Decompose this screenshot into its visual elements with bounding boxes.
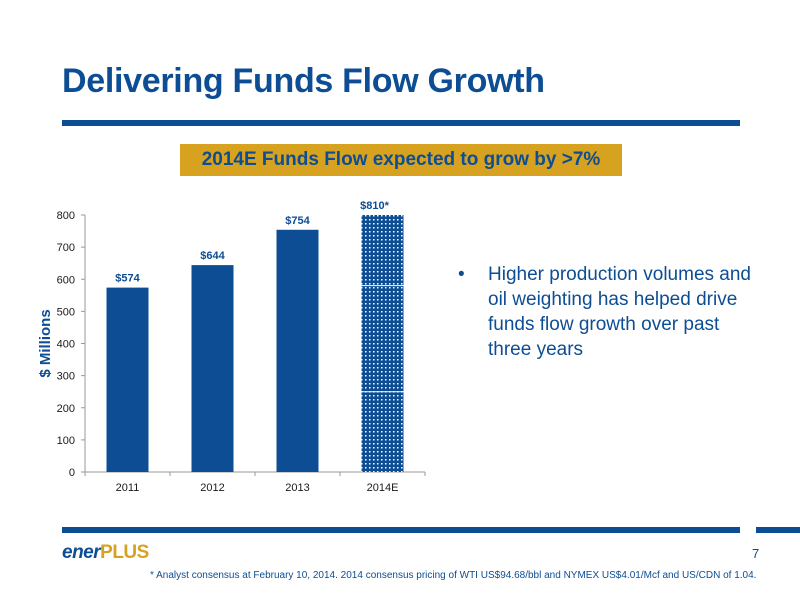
data-label: $574 <box>115 273 140 285</box>
y-tick-label: 0 <box>69 467 75 479</box>
bar-2011 <box>106 287 149 472</box>
footer-divider <box>62 527 740 533</box>
data-label: $810* <box>360 200 389 212</box>
x-tick-label: 2013 <box>285 482 309 494</box>
title-divider <box>62 120 740 126</box>
y-tick-label: 400 <box>57 339 75 351</box>
page-number: 7 <box>752 546 760 561</box>
bar-2013 <box>276 229 319 472</box>
data-label: $644 <box>200 250 225 262</box>
bar-2014e <box>361 215 404 472</box>
y-tick-label: 500 <box>57 306 75 318</box>
bullet-text: Higher production volumes and oil weight… <box>488 264 751 360</box>
x-tick-label: 2011 <box>116 482 140 494</box>
y-axis-label: $ Millions <box>37 309 54 377</box>
y-tick-label: 700 <box>57 242 75 254</box>
footnote: * Analyst consensus at February 10, 2014… <box>150 570 757 581</box>
enerplus-logo: enerPLUS <box>62 542 149 564</box>
data-label: $754 <box>285 215 310 227</box>
y-tick-label: 800 <box>57 210 75 222</box>
logo-text-plus: PLUS <box>100 542 149 563</box>
slide-title: Delivering Funds Flow Growth <box>62 62 545 100</box>
x-tick-label: 2014E <box>367 482 399 494</box>
bar-2012 <box>191 265 234 472</box>
y-tick-label: 200 <box>57 403 75 415</box>
logo-text-ener: ener <box>62 542 101 563</box>
footer-divider-end <box>756 527 800 533</box>
bullet-point: • Higher production volumes and oil weig… <box>458 262 758 362</box>
callout-banner: 2014E Funds Flow expected to grow by >7% <box>180 144 622 176</box>
y-tick-label: 100 <box>57 435 75 447</box>
x-tick-label: 2012 <box>200 482 224 494</box>
y-tick-label: 300 <box>57 371 75 383</box>
funds-flow-bar-chart: 0 100 200 300 400 500 600 700 800 $574 2011 $644 201… <box>37 200 426 494</box>
y-tick-label: 600 <box>57 274 75 286</box>
bullet-marker: • <box>458 264 465 285</box>
